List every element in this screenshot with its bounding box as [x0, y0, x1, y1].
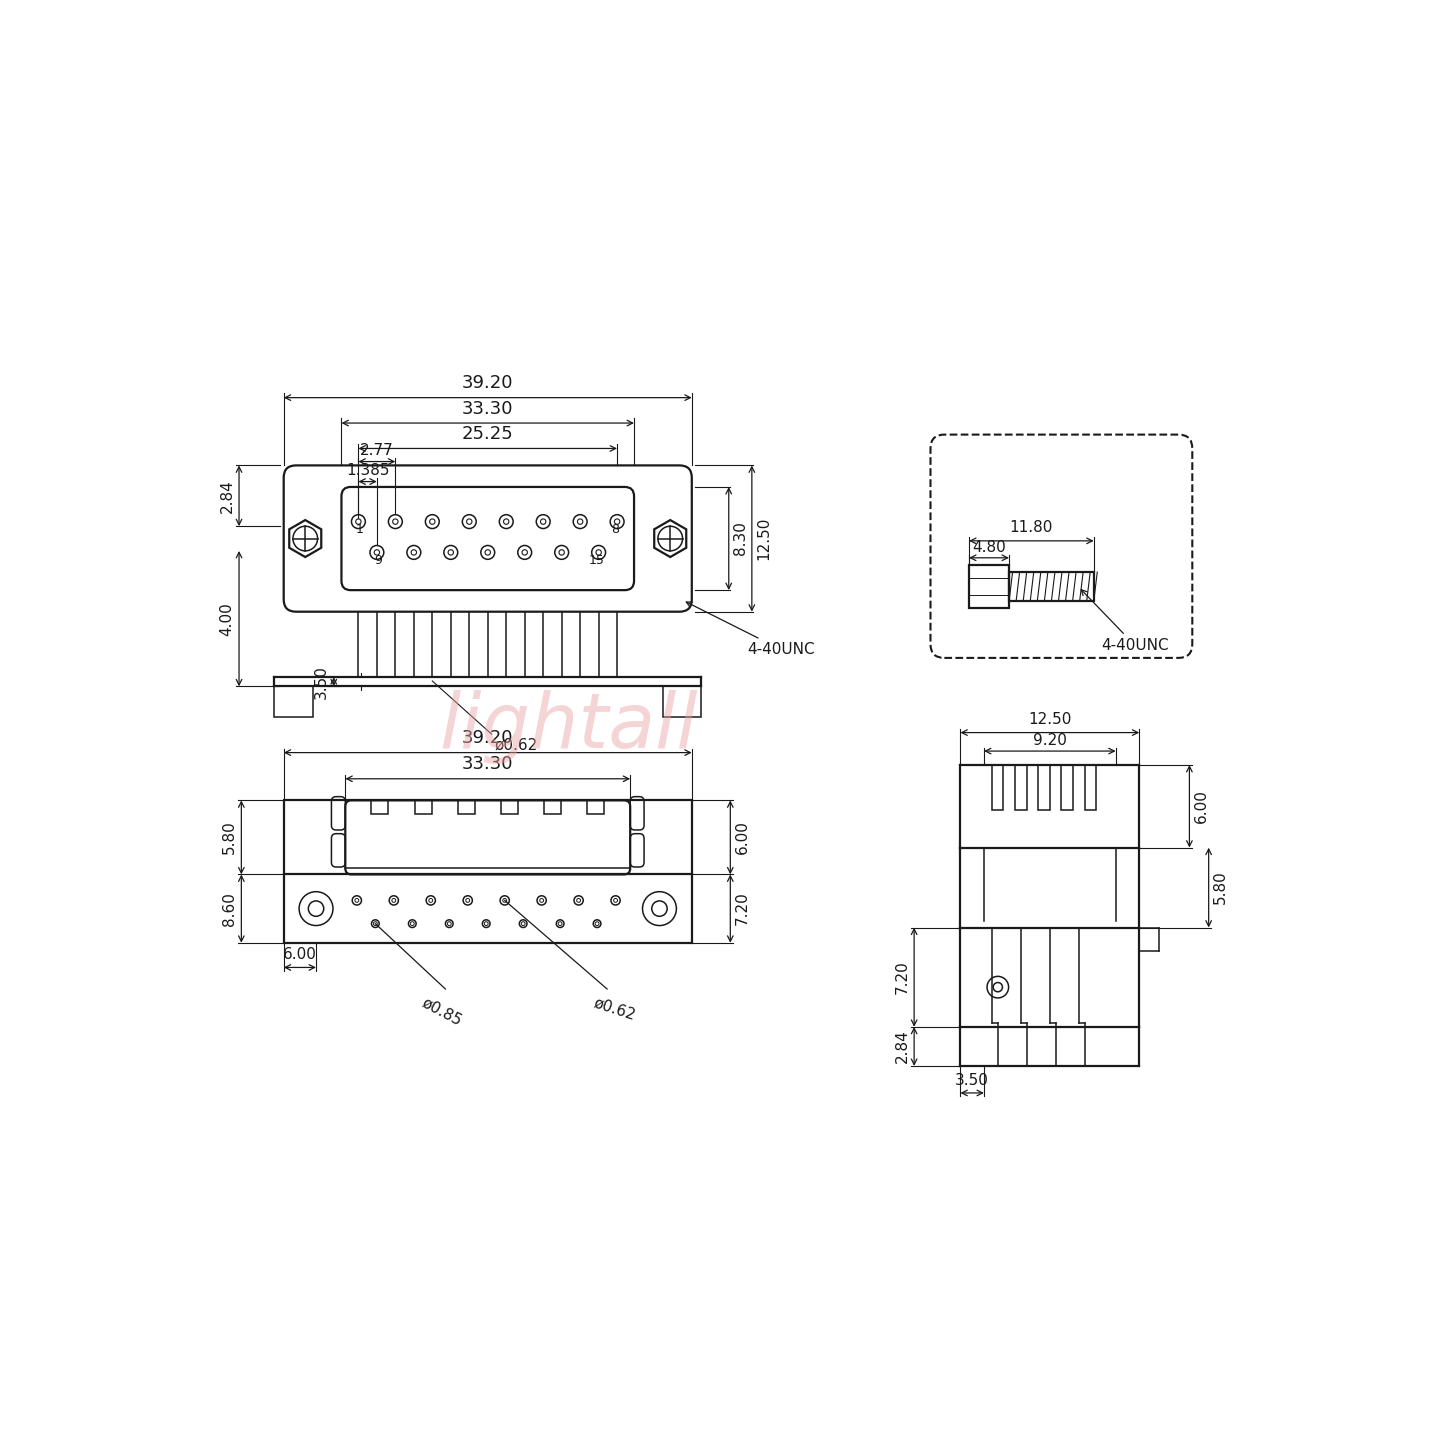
Text: 9.20: 9.20: [1032, 733, 1067, 747]
Text: 12.50: 12.50: [1028, 713, 1071, 727]
Text: 7.20: 7.20: [894, 960, 910, 994]
Text: 4.80: 4.80: [972, 540, 1007, 554]
Text: 2.84: 2.84: [219, 480, 235, 513]
Text: 3.50: 3.50: [955, 1073, 989, 1087]
Bar: [992, 765, 1004, 811]
Text: 7.20: 7.20: [734, 891, 750, 926]
Bar: [415, 801, 432, 814]
Text: 8.60: 8.60: [222, 891, 236, 926]
Text: 25.25: 25.25: [462, 425, 514, 444]
Text: 33.30: 33.30: [462, 756, 514, 773]
Text: ø0.62: ø0.62: [592, 995, 638, 1022]
Text: ø0.85: ø0.85: [419, 995, 464, 1028]
Text: 6.00: 6.00: [282, 948, 317, 962]
Bar: [1009, 572, 1094, 602]
Text: 1: 1: [356, 523, 364, 536]
Bar: [458, 801, 475, 814]
Bar: [1038, 765, 1050, 811]
Bar: [284, 801, 691, 943]
Text: 4-40UNC: 4-40UNC: [687, 602, 815, 657]
Text: lightall: lightall: [439, 690, 698, 765]
Text: 6.00: 6.00: [734, 821, 750, 854]
Text: 5.80: 5.80: [1214, 871, 1228, 904]
Bar: [1084, 765, 1096, 811]
Bar: [275, 687, 312, 717]
Text: 39.20: 39.20: [462, 729, 514, 747]
Text: 2.77: 2.77: [360, 444, 393, 458]
Text: 8: 8: [612, 523, 619, 536]
Text: 9: 9: [374, 554, 383, 567]
Bar: [372, 801, 389, 814]
Text: 33.30: 33.30: [462, 400, 514, 418]
Text: 11.80: 11.80: [1009, 520, 1053, 536]
Text: 39.20: 39.20: [462, 374, 514, 392]
Text: ø0.62: ø0.62: [495, 737, 539, 752]
Text: 6.00: 6.00: [1194, 789, 1210, 824]
Bar: [544, 801, 562, 814]
Bar: [1015, 765, 1027, 811]
Text: 1.385: 1.385: [346, 464, 389, 478]
Bar: [588, 801, 603, 814]
Text: 5.80: 5.80: [222, 821, 236, 854]
Bar: [969, 566, 1009, 608]
Text: 15: 15: [589, 554, 605, 567]
Text: 8.30: 8.30: [733, 521, 749, 556]
Text: 2.84: 2.84: [894, 1030, 910, 1063]
Text: 12.50: 12.50: [756, 517, 772, 560]
Bar: [1061, 765, 1073, 811]
Text: 4-40UNC: 4-40UNC: [1081, 590, 1169, 654]
Text: 4.00: 4.00: [219, 602, 235, 635]
Bar: [501, 801, 518, 814]
Text: 3.50: 3.50: [314, 665, 328, 698]
Bar: [662, 687, 701, 717]
